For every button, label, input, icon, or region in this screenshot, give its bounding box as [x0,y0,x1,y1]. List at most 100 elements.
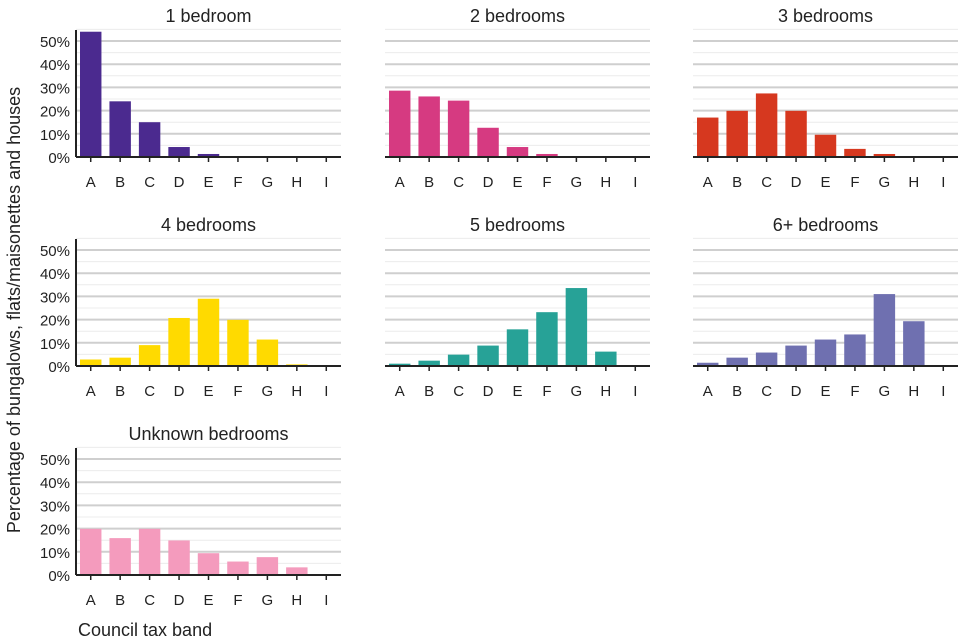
panel-title: 4 bedrooms [161,215,256,235]
x-tick-label: C [453,383,464,400]
bar-A [697,117,719,157]
x-tick-label: F [233,592,242,609]
x-tick-label: C [761,383,772,400]
bar-E [197,553,220,575]
y-tick-label: 0% [48,150,70,167]
y-tick-label: 40% [40,266,70,283]
panel-3-bedrooms: 3 bedrooms A B C D E F G H I [693,6,958,191]
x-tick-label: I [633,174,637,191]
bar-A [80,359,102,366]
bar-D [785,110,807,157]
x-tick-label: C [144,383,155,400]
x-tick-label: H [600,174,611,191]
bar-F [536,153,558,157]
y-tick-label: 50% [40,243,70,260]
x-tick-label: G [879,174,891,191]
bar-D [785,345,807,366]
y-tick-label: 20% [40,104,70,121]
bar-F [844,148,866,157]
x-tick-label: I [324,383,328,400]
x-tick-label: G [571,383,583,400]
x-tick-label: G [879,383,891,400]
bar-H [903,321,925,366]
x-tick-label: E [512,174,522,191]
y-tick-label: 10% [40,127,70,144]
bar-B [418,96,440,157]
x-tick-label: D [174,592,185,609]
panel-title: Unknown bedrooms [128,424,288,444]
x-tick-label: G [262,174,274,191]
bar-C [447,100,470,157]
panel-6-bedrooms: 6+ bedrooms A B C D E F G H I [693,215,958,400]
y-axis-title: Percentage of bungalows, flats/maisonett… [4,87,24,533]
x-tick-label: E [820,383,830,400]
x-tick-label: G [262,592,274,609]
bar-G [256,339,279,366]
x-tick-label: A [703,383,713,400]
x-tick-label: A [86,383,96,400]
x-tick-label: B [424,383,434,400]
x-tick-label: E [203,383,213,400]
bar-F [844,334,866,366]
bar-F [227,561,249,575]
bar-F [227,319,249,366]
bar-A [80,528,102,575]
x-tick-label: D [483,174,494,191]
bar-B [418,360,440,366]
bar-D [168,317,190,366]
x-tick-label: A [395,383,405,400]
panel-title: 1 bedroom [165,6,251,26]
y-tick-label: 0% [48,568,70,585]
bar-B [109,538,131,575]
x-axis-title: Council tax band [78,620,212,640]
x-tick-label: F [542,174,551,191]
x-tick-label: F [233,383,242,400]
x-tick-label: H [291,592,302,609]
x-tick-label: D [174,383,185,400]
x-tick-label: H [600,383,611,400]
bar-C [138,122,161,157]
x-tick-label: F [542,383,551,400]
x-tick-label: C [144,174,155,191]
x-tick-label: H [291,383,302,400]
x-tick-label: B [424,174,434,191]
panel-2-bedrooms: 2 bedrooms A B C D E F G H I [385,6,650,191]
x-tick-label: A [86,592,96,609]
bar-D [477,127,499,157]
panel-unknown-bedrooms: Unknown bedrooms A B C D E F G H I 0% 10% 20% 30% 40% 5… [40,424,341,609]
bar-C [138,345,161,366]
panel-title: 5 bedrooms [470,215,565,235]
bar-E [506,329,529,366]
bar-C [755,352,778,366]
y-tick-label: 0% [48,359,70,376]
bar-G [873,153,896,157]
panel-1-bedroom: 1 bedroom A B C D E F G H I 0% 10% 20% 30% 40% 50% [40,6,341,191]
y-tick-label: 40% [40,475,70,492]
x-tick-label: C [761,174,772,191]
panel-4-bedrooms: 4 bedrooms A B C D E F G H I 0% 10% 20% 30% 40% 50% [40,215,341,400]
bar-B [726,110,748,157]
x-tick-label: A [395,174,405,191]
x-tick-label: E [820,174,830,191]
x-tick-label: I [941,174,945,191]
panel-title: 2 bedrooms [470,6,565,26]
y-tick-label: 50% [40,34,70,51]
x-tick-label: H [908,174,919,191]
x-tick-label: E [203,592,213,609]
x-tick-label: F [850,174,859,191]
x-tick-label: D [174,174,185,191]
x-tick-label: E [512,383,522,400]
bar-A [697,362,719,366]
y-tick-label: 20% [40,522,70,539]
y-tick-label: 20% [40,313,70,330]
bar-E [197,153,220,157]
y-tick-label: 50% [40,452,70,469]
x-tick-label: D [791,174,802,191]
x-tick-label: C [144,592,155,609]
x-tick-label: F [850,383,859,400]
y-tick-label: 10% [40,336,70,353]
bar-D [477,345,499,366]
x-tick-label: F [233,174,242,191]
x-tick-label: I [324,592,328,609]
bar-C [138,528,161,575]
